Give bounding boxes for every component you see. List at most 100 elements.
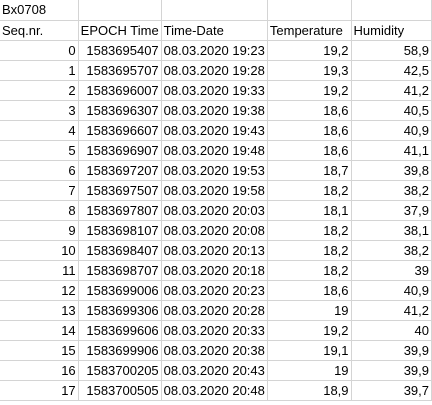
header-cell-timedate[interactable]: Time-Date: [161, 20, 268, 41]
timedate-cell[interactable]: 08.03.2020 20:03: [161, 200, 268, 221]
epoch-cell[interactable]: 1583700205: [78, 360, 162, 381]
seq-cell[interactable]: 6: [0, 160, 79, 181]
seq-cell[interactable]: 11: [0, 260, 79, 281]
title-cell[interactable]: Bx0708: [0, 0, 79, 21]
epoch-cell[interactable]: 1583699006: [78, 280, 162, 301]
seq-cell[interactable]: 14: [0, 320, 79, 341]
header-cell-temperature[interactable]: Temperature: [267, 20, 352, 41]
humidity-cell[interactable]: 39,7: [351, 380, 432, 401]
timedate-cell[interactable]: 08.03.2020 19:33: [161, 80, 268, 101]
timedate-cell[interactable]: 08.03.2020 19:38: [161, 100, 268, 121]
humidity-cell[interactable]: 39,9: [351, 360, 432, 381]
temperature-cell[interactable]: 18,9: [267, 380, 352, 401]
humidity-cell[interactable]: 40,9: [351, 120, 432, 141]
seq-cell[interactable]: 7: [0, 180, 79, 201]
temperature-cell[interactable]: 18,7: [267, 160, 352, 181]
humidity-cell[interactable]: 40: [351, 320, 432, 341]
humidity-cell[interactable]: 40,9: [351, 280, 432, 301]
epoch-cell[interactable]: 1583697207: [78, 160, 162, 181]
timedate-cell[interactable]: 08.03.2020 20:23: [161, 280, 268, 301]
humidity-cell[interactable]: 41,2: [351, 80, 432, 101]
timedate-cell[interactable]: 08.03.2020 20:13: [161, 240, 268, 261]
seq-cell[interactable]: 12: [0, 280, 79, 301]
temperature-cell[interactable]: 18,6: [267, 120, 352, 141]
timedate-cell[interactable]: 08.03.2020 19:48: [161, 140, 268, 161]
humidity-cell[interactable]: 38,2: [351, 240, 432, 261]
temperature-cell[interactable]: 18,2: [267, 260, 352, 281]
temperature-cell[interactable]: 18,6: [267, 140, 352, 161]
epoch-cell[interactable]: 1583696007: [78, 80, 162, 101]
humidity-cell[interactable]: 39,9: [351, 340, 432, 361]
timedate-cell[interactable]: 08.03.2020 20:33: [161, 320, 268, 341]
temperature-cell[interactable]: 19: [267, 300, 352, 321]
temperature-cell[interactable]: 18,6: [267, 280, 352, 301]
timedate-cell[interactable]: 08.03.2020 20:18: [161, 260, 268, 281]
timedate-cell[interactable]: 08.03.2020 20:28: [161, 300, 268, 321]
temperature-cell[interactable]: 19: [267, 360, 352, 381]
seq-cell[interactable]: 9: [0, 220, 79, 241]
temperature-cell[interactable]: 19,2: [267, 40, 352, 61]
empty-cell[interactable]: [351, 0, 432, 21]
humidity-cell[interactable]: 58,9: [351, 40, 432, 61]
epoch-cell[interactable]: 1583698407: [78, 240, 162, 261]
timedate-cell[interactable]: 08.03.2020 20:43: [161, 360, 268, 381]
temperature-cell[interactable]: 18,2: [267, 180, 352, 201]
header-cell-epoch[interactable]: EPOCH Time: [78, 20, 162, 41]
timedate-cell[interactable]: 08.03.2020 20:48: [161, 380, 268, 401]
seq-cell[interactable]: 0: [0, 40, 79, 61]
seq-cell[interactable]: 1: [0, 60, 79, 81]
epoch-cell[interactable]: 1583695407: [78, 40, 162, 61]
timedate-cell[interactable]: 08.03.2020 20:38: [161, 340, 268, 361]
humidity-cell[interactable]: 39,8: [351, 160, 432, 181]
seq-cell[interactable]: 2: [0, 80, 79, 101]
header-cell-humidity[interactable]: Humidity: [351, 20, 432, 41]
humidity-cell[interactable]: 38,2: [351, 180, 432, 201]
epoch-cell[interactable]: 1583699906: [78, 340, 162, 361]
seq-cell[interactable]: 3: [0, 100, 79, 121]
empty-cell[interactable]: [267, 0, 352, 21]
epoch-cell[interactable]: 1583698707: [78, 260, 162, 281]
timedate-cell[interactable]: 08.03.2020 19:28: [161, 60, 268, 81]
epoch-cell[interactable]: 1583696307: [78, 100, 162, 121]
seq-cell[interactable]: 10: [0, 240, 79, 261]
epoch-cell[interactable]: 1583695707: [78, 60, 162, 81]
epoch-cell[interactable]: 1583698107: [78, 220, 162, 241]
seq-cell[interactable]: 16: [0, 360, 79, 381]
seq-cell[interactable]: 13: [0, 300, 79, 321]
epoch-cell[interactable]: 1583700505: [78, 380, 162, 401]
temperature-cell[interactable]: 18,1: [267, 200, 352, 221]
temperature-cell[interactable]: 18,6: [267, 100, 352, 121]
seq-cell[interactable]: 4: [0, 120, 79, 141]
seq-cell[interactable]: 17: [0, 380, 79, 401]
humidity-cell[interactable]: 41,1: [351, 140, 432, 161]
seq-cell[interactable]: 5: [0, 140, 79, 161]
header-cell-seq[interactable]: Seq.nr.: [0, 20, 79, 41]
epoch-cell[interactable]: 1583699306: [78, 300, 162, 321]
epoch-cell[interactable]: 1583697507: [78, 180, 162, 201]
temperature-cell[interactable]: 19,3: [267, 60, 352, 81]
temperature-cell[interactable]: 19,2: [267, 80, 352, 101]
humidity-cell[interactable]: 41,2: [351, 300, 432, 321]
humidity-cell[interactable]: 37,9: [351, 200, 432, 221]
temperature-cell[interactable]: 18,2: [267, 240, 352, 261]
seq-cell[interactable]: 15: [0, 340, 79, 361]
humidity-cell[interactable]: 38,1: [351, 220, 432, 241]
empty-cell[interactable]: [78, 0, 162, 21]
humidity-cell[interactable]: 39: [351, 260, 432, 281]
timedate-cell[interactable]: 08.03.2020 19:23: [161, 40, 268, 61]
seq-cell[interactable]: 8: [0, 200, 79, 221]
epoch-cell[interactable]: 1583697807: [78, 200, 162, 221]
temperature-cell[interactable]: 19,1: [267, 340, 352, 361]
humidity-cell[interactable]: 40,5: [351, 100, 432, 121]
epoch-cell[interactable]: 1583699606: [78, 320, 162, 341]
timedate-cell[interactable]: 08.03.2020 19:43: [161, 120, 268, 141]
epoch-cell[interactable]: 1583696607: [78, 120, 162, 141]
empty-cell[interactable]: [161, 0, 268, 21]
humidity-cell[interactable]: 42,5: [351, 60, 432, 81]
timedate-cell[interactable]: 08.03.2020 19:53: [161, 160, 268, 181]
timedate-cell[interactable]: 08.03.2020 19:58: [161, 180, 268, 201]
temperature-cell[interactable]: 18,2: [267, 220, 352, 241]
temperature-cell[interactable]: 19,2: [267, 320, 352, 341]
epoch-cell[interactable]: 1583696907: [78, 140, 162, 161]
timedate-cell[interactable]: 08.03.2020 20:08: [161, 220, 268, 241]
